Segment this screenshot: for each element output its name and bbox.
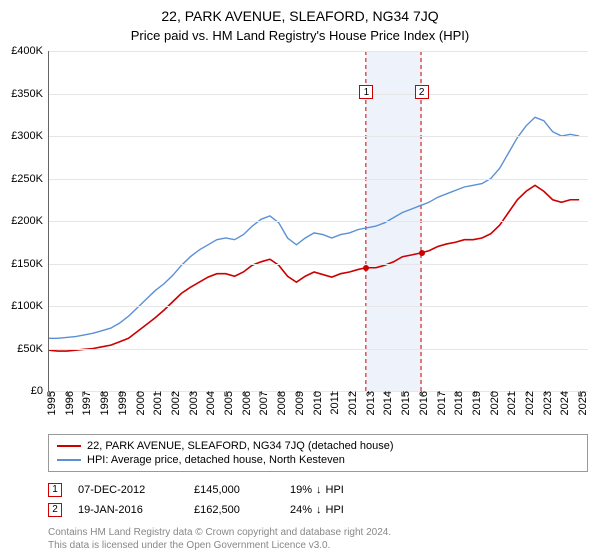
sale-flag: 2	[415, 85, 429, 99]
xtick-label: 1998	[93, 391, 111, 415]
ytick-label: £300K	[11, 130, 49, 142]
gridline	[49, 349, 588, 350]
xtick-label: 2016	[412, 391, 430, 415]
xtick-label: 2021	[500, 391, 518, 415]
ytick-label: £50K	[17, 343, 49, 355]
sales-price: £145,000	[194, 484, 274, 496]
xtick-label: 2024	[553, 391, 571, 415]
xtick-label: 2017	[430, 391, 448, 415]
xtick-label: 2025	[571, 391, 589, 415]
sales-row: 2 19-JAN-2016 £162,500 24%↓HPI	[48, 500, 588, 520]
legend-label: 22, PARK AVENUE, SLEAFORD, NG34 7JQ (det…	[87, 440, 394, 452]
xtick-label: 2013	[359, 391, 377, 415]
footer-line-2: This data is licensed under the Open Gov…	[48, 539, 588, 552]
xtick-label: 2014	[376, 391, 394, 415]
down-arrow-icon: ↓	[316, 484, 322, 496]
sale-dot	[419, 250, 425, 256]
ytick-label: £250K	[11, 173, 49, 185]
xtick-label: 2001	[146, 391, 164, 415]
xtick-label: 2006	[235, 391, 253, 415]
legend: 22, PARK AVENUE, SLEAFORD, NG34 7JQ (det…	[48, 434, 588, 472]
xtick-label: 2008	[270, 391, 288, 415]
chart-title: 22, PARK AVENUE, SLEAFORD, NG34 7JQ	[0, 0, 600, 24]
sales-row: 1 07-DEC-2012 £145,000 19%↓HPI	[48, 480, 588, 500]
footer-line-1: Contains HM Land Registry data © Crown c…	[48, 526, 588, 539]
xtick-label: 1997	[75, 391, 93, 415]
legend-row: HPI: Average price, detached house, Nort…	[57, 453, 579, 467]
xtick-label: 2015	[394, 391, 412, 415]
xtick-label: 2003	[182, 391, 200, 415]
gridline	[49, 264, 588, 265]
sales-diff: 19%↓HPI	[290, 484, 370, 496]
down-arrow-icon: ↓	[316, 504, 322, 516]
xtick-label: 2009	[288, 391, 306, 415]
ytick-label: £350K	[11, 88, 49, 100]
sale-flag: 1	[359, 85, 373, 99]
sale-dot	[363, 265, 369, 271]
xtick-label: 1999	[111, 391, 129, 415]
legend-label: HPI: Average price, detached house, Nort…	[87, 454, 345, 466]
xtick-label: 2020	[483, 391, 501, 415]
gridline	[49, 94, 588, 95]
xtick-label: 2000	[129, 391, 147, 415]
legend-row: 22, PARK AVENUE, SLEAFORD, NG34 7JQ (det…	[57, 439, 579, 453]
gridline	[49, 306, 588, 307]
sales-date: 07-DEC-2012	[78, 484, 178, 496]
xtick-label: 2023	[536, 391, 554, 415]
plot-area: £0£50K£100K£150K£200K£250K£300K£350K£400…	[48, 51, 588, 392]
ytick-label: £200K	[11, 215, 49, 227]
gridline	[49, 179, 588, 180]
xtick-label: 1995	[40, 391, 58, 415]
footer-attribution: Contains HM Land Registry data © Crown c…	[48, 526, 588, 552]
sales-table: 1 07-DEC-2012 £145,000 19%↓HPI 2 19-JAN-2016 £…	[48, 480, 588, 520]
address_line	[49, 185, 579, 351]
xtick-label: 2005	[217, 391, 235, 415]
xtick-label: 2010	[306, 391, 324, 415]
xtick-label: 2018	[447, 391, 465, 415]
sales-price: £162,500	[194, 504, 274, 516]
gridline	[49, 221, 588, 222]
gridline	[49, 136, 588, 137]
ytick-label: £150K	[11, 258, 49, 270]
sales-marker: 2	[48, 503, 62, 517]
xtick-label: 2019	[465, 391, 483, 415]
xtick-label: 2002	[164, 391, 182, 415]
ytick-label: £100K	[11, 300, 49, 312]
sales-date: 19-JAN-2016	[78, 504, 178, 516]
xtick-label: 2007	[252, 391, 270, 415]
legend-swatch	[57, 459, 81, 461]
sales-diff: 24%↓HPI	[290, 504, 370, 516]
xtick-label: 1996	[58, 391, 76, 415]
ytick-label: £400K	[11, 45, 49, 57]
xtick-label: 2004	[199, 391, 217, 415]
sales-marker: 1	[48, 483, 62, 497]
chart-subtitle: Price paid vs. HM Land Registry's House …	[0, 24, 600, 51]
xtick-label: 2012	[341, 391, 359, 415]
xtick-label: 2011	[323, 391, 341, 415]
legend-swatch	[57, 445, 81, 447]
xtick-label: 2022	[518, 391, 536, 415]
chart-container: 22, PARK AVENUE, SLEAFORD, NG34 7JQ Pric…	[0, 0, 600, 552]
gridline	[49, 51, 588, 52]
